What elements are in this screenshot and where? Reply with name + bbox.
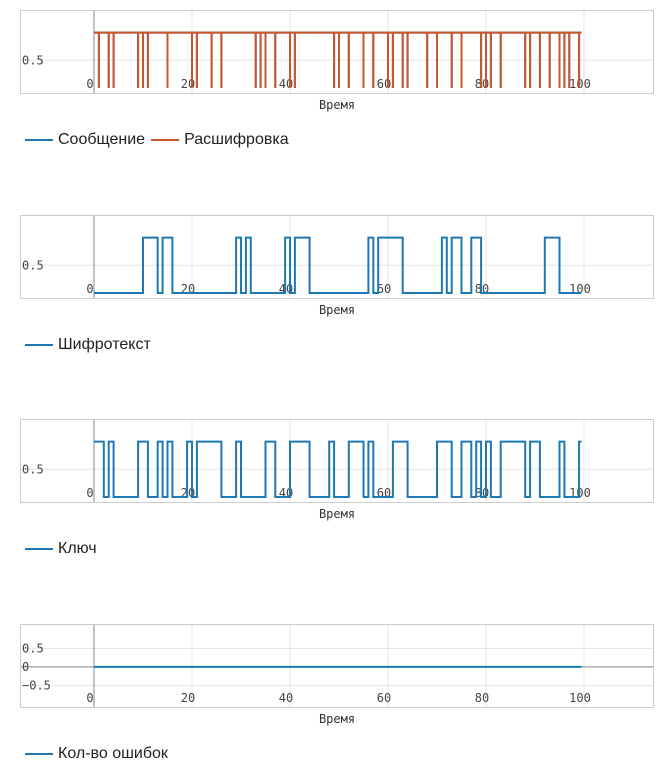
x-tick-label: 20 — [181, 691, 195, 705]
legend-label-key: Ключ — [58, 540, 97, 557]
legend-item-decryption[interactable]: Расшифровка — [151, 131, 289, 149]
chart-panel-2: 0 20 40 60 80 100 0.5 Время Шифротекст — [0, 215, 668, 375]
plot-area-1[interactable]: 0 20 40 60 80 100 0.5 — [20, 10, 654, 94]
legend-swatch-decryption — [151, 139, 180, 141]
x-tick-label: 40 — [279, 691, 293, 705]
x-tick-label: 100 — [569, 691, 591, 705]
legend-label-decryption: Расшифровка — [184, 131, 289, 148]
legend-label-errors: Кол-во ошибок — [58, 745, 168, 762]
legend-3: Ключ — [25, 540, 103, 558]
plot-frame — [20, 419, 654, 503]
x-tick-label: 60 — [377, 691, 391, 705]
plot-area-4[interactable]: 0 20 40 60 80 100 −0.5 0 0.5 — [20, 624, 654, 708]
chart-svg: 0 20 40 60 80 100 −0.5 0 0.5 — [20, 624, 654, 708]
y-tick-label: 0.5 — [22, 258, 44, 272]
x-tick-label: 60 — [377, 282, 391, 296]
legend-item-ciphertext[interactable]: Шифротекст — [25, 336, 151, 354]
plot-area-2[interactable]: 0 20 40 60 80 100 0.5 — [20, 215, 654, 299]
legend-item-key[interactable]: Ключ — [25, 540, 97, 558]
legend-swatch-message — [25, 139, 53, 141]
x-tick-label: 80 — [475, 691, 489, 705]
series-line-1 — [94, 440, 582, 498]
x-tick-label: 0 — [86, 691, 93, 705]
chart-panel-4: 0 20 40 60 80 100 −0.5 0 0.5 Время Кол-во ошибок — [0, 624, 668, 768]
x-tick-label: 40 — [279, 77, 293, 91]
legend-2: Шифротекст — [25, 336, 157, 354]
legend-label-message: Сообщение — [58, 131, 146, 148]
x-axis-label-2: Время — [318, 303, 356, 317]
plot-frame — [20, 10, 654, 94]
legend-item-errors[interactable]: Кол-во ошибок — [25, 745, 168, 763]
x-tick-label: 0 — [86, 486, 93, 500]
legend-1: Сообщение Расшифровка — [25, 131, 295, 149]
y-tick-label: 0 — [22, 660, 29, 674]
y-tick-label: 0.5 — [22, 53, 44, 67]
series-line-1 — [94, 236, 582, 294]
y-tick-label: −0.5 — [22, 678, 51, 692]
legend-label-ciphertext: Шифротекст — [58, 336, 151, 353]
legend-item-message[interactable]: Сообщение — [25, 131, 145, 149]
x-axis-label-1: Время — [318, 98, 356, 112]
legend-4: Кол-во ошибок — [25, 745, 174, 763]
x-tick-label: 0 — [86, 282, 93, 296]
legend-swatch-errors — [25, 753, 53, 755]
chart-panel-3: 0 20 40 60 80 100 0.5 Время Ключ — [0, 419, 668, 579]
x-tick-label: 0 — [86, 77, 93, 91]
x-tick-label: 60 — [377, 77, 391, 91]
y-tick-label: 0.5 — [22, 641, 44, 655]
chart-panel-1: 0 20 40 60 80 100 0.5 Время Сообщение Расшифро… — [0, 10, 668, 170]
x-axis-label-4: Время — [318, 712, 356, 726]
x-axis-label-3: Время — [318, 507, 356, 521]
plot-area-3[interactable]: 0 20 40 60 80 100 0.5 — [20, 419, 654, 503]
x-tick-label: 20 — [181, 77, 195, 91]
y-tick-label: 0.5 — [22, 462, 44, 476]
legend-swatch-ciphertext — [25, 344, 53, 346]
plot-frame — [20, 215, 654, 299]
legend-swatch-key — [25, 548, 53, 550]
series-line-2 — [94, 31, 582, 88]
